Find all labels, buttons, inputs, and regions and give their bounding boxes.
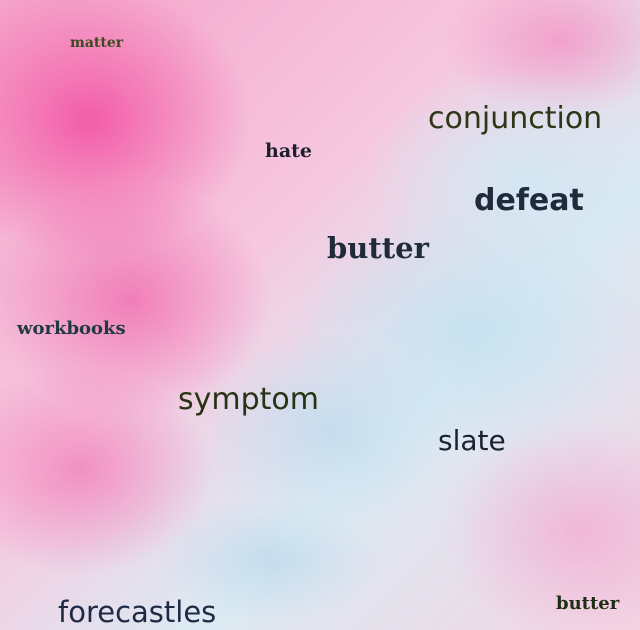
word-matter: matter bbox=[70, 35, 124, 51]
word-conjunction: conjunction bbox=[428, 101, 603, 136]
word-workbooks: workbooks bbox=[17, 318, 126, 339]
word-slate: slate bbox=[438, 424, 506, 457]
word-butter-center: butter bbox=[327, 231, 429, 265]
word-hate: hate bbox=[265, 140, 312, 162]
word-symptom: symptom bbox=[178, 382, 319, 417]
word-forecastles: forecastles bbox=[58, 595, 217, 629]
word-butter-corner: butter bbox=[556, 593, 620, 614]
word-defeat: defeat bbox=[474, 183, 584, 218]
